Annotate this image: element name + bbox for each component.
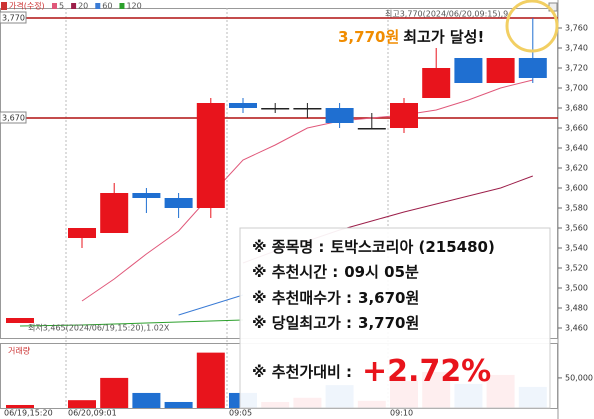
legend-swatch [119,3,125,9]
low-annotation: 최저3,465(2024/06/19,15:20),1.02X [28,323,170,333]
info-value: 토박스코리아 (215480) [330,238,494,256]
candle-body [68,228,96,238]
x-tick-label: 06/19,15:20 [4,409,53,418]
info-row: ※ 추천매수가 : 3,670원 [252,289,419,307]
reference-label: 3,670 [2,114,25,123]
candle-body [196,103,225,208]
y-tick-label: 3,700 [565,84,588,93]
legend-label: 20 [78,2,88,11]
y-tick-label: 3,460 [565,324,588,333]
candle-body [229,103,257,108]
y-tick-label: 3,520 [565,264,588,273]
y-tick-label: 3,480 [565,304,588,313]
info-row: ※ 추천시간 : 09시 05분 [252,263,419,281]
info-label: ※ 당일최고가 : [252,314,352,332]
candle-body [422,68,451,98]
reference-label-box [0,111,27,124]
legend-icon [1,2,7,10]
candle-body [293,108,322,110]
info-label: ※ 추천가대비 : [252,363,352,381]
info-label: ※ 종목명 : [252,238,324,256]
moving-average-line [19,319,244,327]
y-tick-label: 3,600 [565,184,588,193]
callout-price: 3,770원 [338,28,399,46]
overlay: 3,770원 최고가 달성! ※ 종목명 : 토박스코리아 (215480)※ 추천… [239,0,559,409]
y-tick-label: 3,620 [565,164,588,173]
candle-body [6,318,34,323]
legend-label: 5 [59,2,64,11]
callout: 3,770원 최고가 달성! [338,28,484,46]
volume-bar [196,352,225,408]
candle-body [164,198,193,208]
y-tick-label: 3,680 [565,104,588,113]
candle-body [454,58,483,83]
info-row: ※ 당일최고가 : 3,770원 [252,314,419,332]
reference-label: 3,770 [2,14,25,23]
callout-text: 최고가 달성! [403,28,484,46]
reference-label-box [0,11,27,24]
info-value: 09시 05분 [344,263,419,281]
candle-body [390,103,418,128]
y-tick-label: 3,660 [565,124,588,133]
y-tick-label: 3,580 [565,204,588,213]
legend-label: 60 [102,2,112,11]
y-tick-label: 3,760 [565,24,588,33]
volume-bar [100,377,129,408]
candle-body [325,108,354,123]
legend-label: 120 [126,2,141,11]
candle-body [357,128,386,130]
y-tick-label: 3,740 [565,44,588,53]
y-tick-label: 3,640 [565,144,588,153]
high-annotation: 최고3,770(2024/06/20,09:15),9 [385,9,508,19]
candle-body [261,108,290,110]
info-value: 3,770원 [358,314,419,332]
y-tick-label: 3,720 [565,64,588,73]
info-label: ※ 추천매수가 : [252,289,352,307]
moving-average-line [178,294,244,316]
info-box [239,227,551,409]
highlight-circle [505,0,559,53]
volume-bar [6,404,34,408]
info-label: ※ 추천시간 : [252,263,338,281]
info-row: ※ 추천가대비 : +2.72% [252,354,491,389]
legend-swatch [95,3,101,9]
candle-body [486,58,515,83]
candle-body [518,58,547,78]
legend-swatch [71,3,77,9]
legend-title: 가격(수정) [9,1,45,11]
info-value: +2.72% [362,354,491,389]
x-tick-label: 09:05 [229,409,252,418]
moving-average-line [81,79,533,302]
candle-body [132,193,161,198]
volume-bar [68,400,96,408]
volume-title: 거래량 [8,346,31,356]
x-tick-label: 06/20,09:01 [68,409,117,418]
info-value: 3,670원 [358,289,419,307]
legend-swatch [52,3,57,9]
legend: 5 20 60 120 [52,2,142,11]
y-tick-label: 3,540 [565,244,588,253]
x-tick-label: 09:10 [390,409,413,418]
info-row: ※ 종목명 : 토박스코리아 (215480) [252,238,495,256]
y-tick-label: 3,500 [565,284,588,293]
volume-bar [164,401,193,408]
volume-bar [132,392,161,408]
y-tick-label: 3,560 [565,224,588,233]
candle-body [100,193,129,233]
y-tick-label: 50,000 [565,373,593,382]
